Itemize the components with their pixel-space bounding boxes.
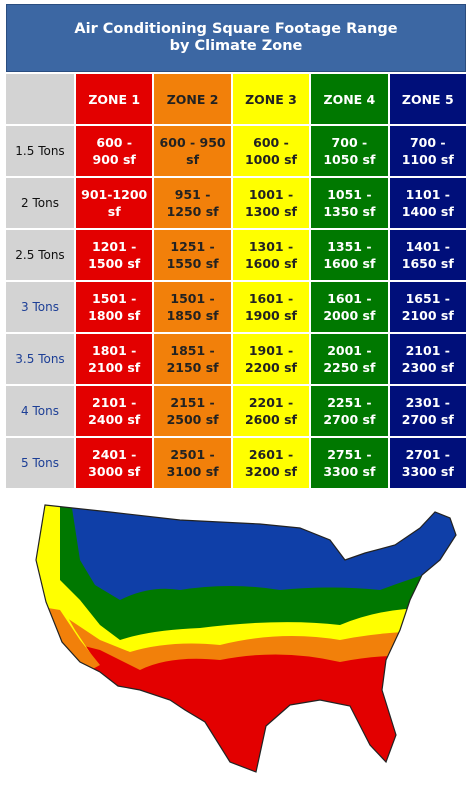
range-cell: 2601 - 3200 sf	[231, 437, 311, 489]
range-cell: 600 - 1000 sf	[231, 125, 311, 177]
range-cell: 2251 - 2700 sf	[310, 385, 389, 437]
range-cell: 1251 - 1550 sf	[153, 229, 232, 281]
range-cell: 1401 - 1650 sf	[388, 229, 467, 281]
row-label: 2 Tons	[5, 177, 75, 229]
range-cell: 1801 - 2100 sf	[75, 333, 154, 385]
range-cell: 2301 - 2700 sf	[388, 385, 467, 437]
range-cell: 901-1200 sf	[75, 177, 154, 229]
range-cell: 2101 - 2400 sf	[75, 385, 154, 437]
range-cell: 2701 - 3300 sf	[388, 437, 467, 489]
range-cell: 700 - 1100 sf	[388, 125, 467, 177]
table: ZONE 1 ZONE 2 ZONE 3 ZONE 4 ZONE 5 1.5 Tons 60…	[5, 73, 467, 489]
us-outline	[35, 504, 457, 773]
climate-zone-map	[35, 504, 457, 773]
range-cell: 951 - 1250 sf	[153, 177, 232, 229]
row-label: 3 Tons	[5, 281, 75, 333]
range-cell: 1651 - 2100 sf	[388, 281, 467, 333]
zone-header: ZONE 1	[75, 73, 154, 125]
row-label: 5 Tons	[5, 437, 75, 489]
range-cell: 1501 - 1800 sf	[75, 281, 154, 333]
range-cell: 1601 - 1900 sf	[231, 281, 311, 333]
range-cell: 2151 - 2500 sf	[153, 385, 232, 437]
row-label: 4 Tons	[5, 385, 75, 437]
range-cell: 2401 - 3000 sf	[75, 437, 154, 489]
range-cell: 2751 - 3300 sf	[310, 437, 389, 489]
range-cell: 600 - 950 sf	[153, 125, 232, 177]
range-cell: 2201 - 2600 sf	[231, 385, 311, 437]
map-regions	[36, 505, 456, 772]
range-cell: 1601 - 2000 sf	[310, 281, 389, 333]
range-cell: 1901 - 2200 sf	[231, 333, 311, 385]
range-cell: 1501 - 1850 sf	[153, 281, 232, 333]
zone-header: ZONE 3	[231, 73, 311, 125]
range-cell: 2001 - 2250 sf	[310, 333, 389, 385]
range-cell: 2101 - 2300 sf	[388, 333, 467, 385]
row-label: 1.5 Tons	[5, 125, 75, 177]
range-cell: 600 - 900 sf	[75, 125, 154, 177]
range-cell: 1351 - 1600 sf	[310, 229, 389, 281]
row-label: 3.5 Tons	[5, 333, 75, 385]
range-cell: 1201 - 1500 sf	[75, 229, 154, 281]
row-label: 2.5 Tons	[5, 229, 75, 281]
range-cell: 1051 - 1350 sf	[310, 177, 389, 229]
title: Air Conditioning Square Footage Range by…	[6, 4, 466, 72]
range-cell: 1301 - 1600 sf	[231, 229, 311, 281]
zone-header: ZONE 5	[388, 73, 467, 125]
zone-header: ZONE 2	[153, 73, 232, 125]
range-cell: 700 - 1050 sf	[310, 125, 389, 177]
range-cell: 1101 - 1400 sf	[388, 177, 467, 229]
zone-header: ZONE 4	[310, 73, 389, 125]
range-cell: 1001 - 1300 sf	[231, 177, 311, 229]
corner-cell	[5, 73, 75, 125]
range-cell: 1851 - 2150 sf	[153, 333, 232, 385]
range-cell: 2501 - 3100 sf	[153, 437, 232, 489]
